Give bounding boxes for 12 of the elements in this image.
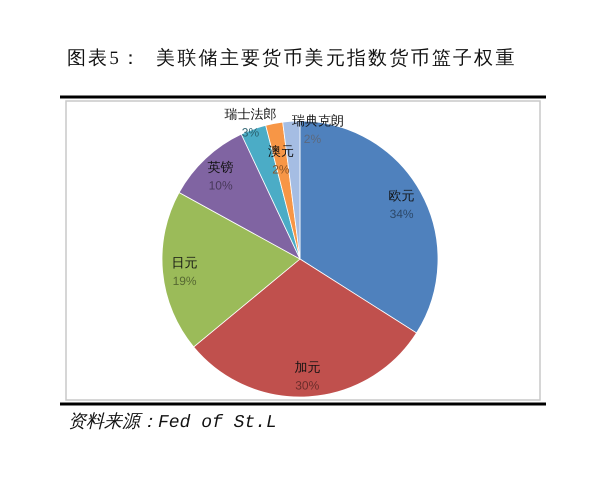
category-label: 欧元: [388, 188, 415, 204]
category-label: 日元: [172, 254, 198, 270]
annotation: 资料来源：Fed of St.L: [68, 413, 277, 433]
value-label: 2%: [304, 132, 322, 146]
category-label: 瑞士法郎: [224, 106, 276, 122]
value-label: 19%: [172, 274, 197, 288]
value-label: 34%: [390, 207, 414, 222]
category-label: 英镑: [208, 160, 234, 174]
title: 图表5： 美联储主要货币美元指数货币篮子权重: [67, 48, 517, 69]
category-label: 加元: [294, 360, 320, 375]
value-label: 10%: [208, 178, 233, 192]
value-label: 30%: [295, 378, 320, 393]
